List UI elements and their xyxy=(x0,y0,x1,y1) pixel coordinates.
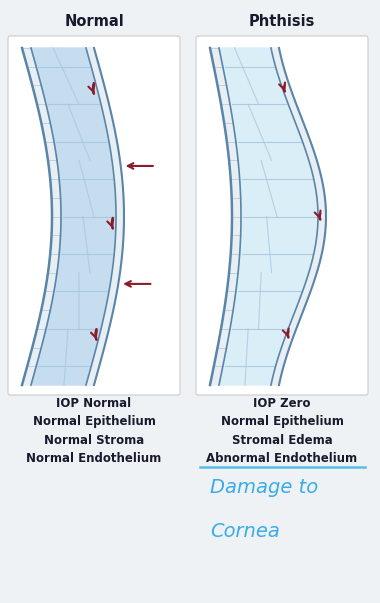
Text: Cornea: Cornea xyxy=(210,522,280,541)
FancyBboxPatch shape xyxy=(196,36,368,395)
Text: Damage to: Damage to xyxy=(210,478,318,497)
Polygon shape xyxy=(210,48,241,385)
Text: IOP Zero
Normal Epithelium
Stromal Edema
Abnormal Endothelium: IOP Zero Normal Epithelium Stromal Edema… xyxy=(206,397,358,466)
FancyBboxPatch shape xyxy=(8,36,180,395)
Text: Phthisis: Phthisis xyxy=(249,14,315,30)
Polygon shape xyxy=(22,48,61,385)
Text: Normal: Normal xyxy=(64,14,124,30)
Polygon shape xyxy=(271,48,326,385)
Polygon shape xyxy=(219,48,318,385)
Polygon shape xyxy=(86,48,124,385)
Text: IOP Normal
Normal Epithelium
Normal Stroma
Normal Endothelium: IOP Normal Normal Epithelium Normal Stro… xyxy=(26,397,162,466)
Polygon shape xyxy=(31,48,116,385)
